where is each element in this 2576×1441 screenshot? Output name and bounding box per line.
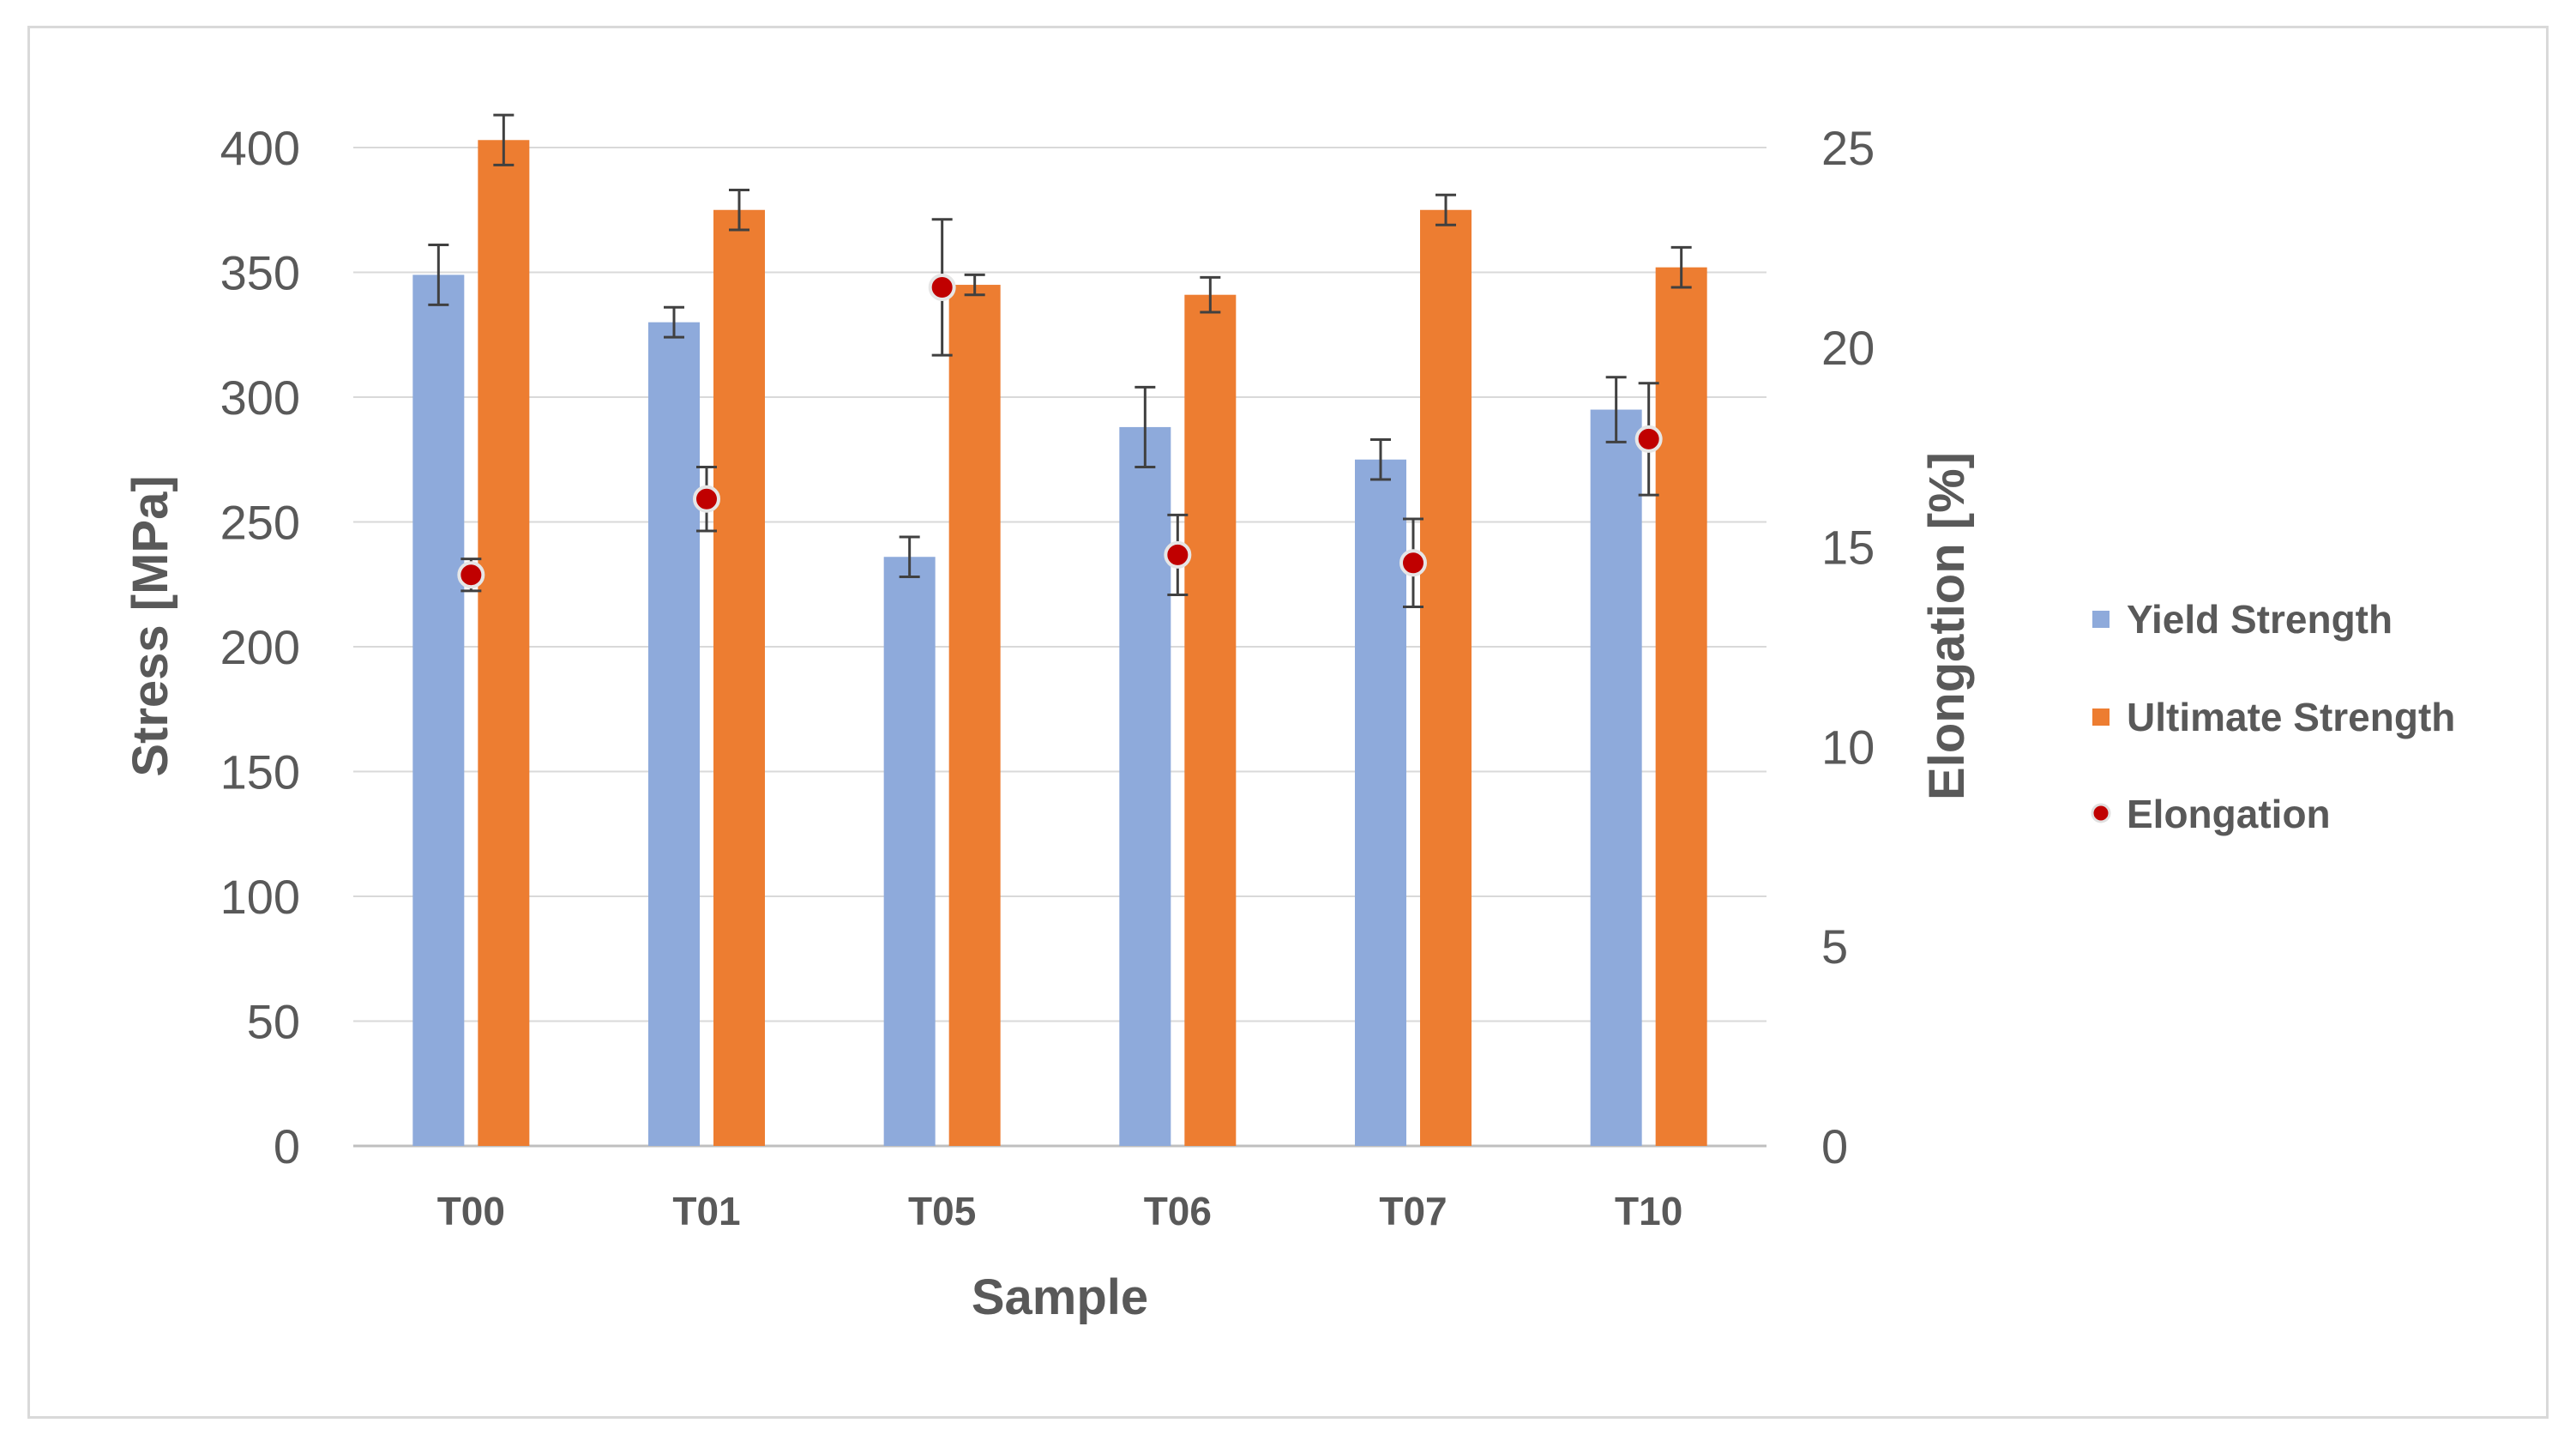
ultimate-strength-bar <box>948 285 1001 1146</box>
y-tick-label: 50 <box>247 995 300 1049</box>
legend-label-elongation: Elongation <box>2127 792 2331 836</box>
y-tick-label: 400 <box>220 121 300 175</box>
elongation-point <box>1634 425 1663 453</box>
legend-swatch-ultimate-strength <box>2092 708 2110 726</box>
y2-axis-title: Elongation [%] <box>1919 452 1975 800</box>
left-axis-ticks: 0 50 100 150 200 250 300 350 400 <box>220 121 300 1173</box>
y-axis-title: Stress [MPa] <box>123 475 178 776</box>
ultimate-strength-bar <box>713 209 765 1146</box>
y-tick-label: 300 <box>220 371 300 425</box>
ultimate-strength-bar <box>1655 267 1707 1147</box>
y-tick-label: 0 <box>274 1119 300 1173</box>
elongation-point <box>1399 549 1427 577</box>
y-tick-label: 100 <box>220 870 300 924</box>
y-tick-label: 250 <box>220 496 300 550</box>
yield-strength-bar <box>412 274 465 1146</box>
ultimate-strength-bar <box>1420 209 1472 1146</box>
elongation-point <box>928 273 956 301</box>
y2-tick-label: 10 <box>1821 720 1875 774</box>
legend-label-ultimate-strength: Ultimate Strength <box>2127 695 2455 739</box>
legend: Yield Strength Ultimate Strength Elongat… <box>2091 597 2455 836</box>
x-tick-label: T05 <box>908 1189 976 1233</box>
x-tick-label: T06 <box>1144 1189 1212 1233</box>
x-tick-label: T00 <box>437 1189 505 1233</box>
y2-tick-label: 25 <box>1821 121 1875 175</box>
x-axis-ticks: T00 T01 T05 T06 T07 T10 <box>437 1189 1683 1233</box>
yield-strength-bar <box>1355 459 1406 1146</box>
right-axis-ticks: 0 5 10 15 20 25 <box>1821 121 1875 1173</box>
elongation-point <box>457 561 485 589</box>
x-axis-title: Sample <box>972 1269 1148 1325</box>
legend-label-yield-strength: Yield Strength <box>2127 597 2392 642</box>
yield-strength-bar <box>648 322 700 1146</box>
y2-tick-label: 20 <box>1821 321 1875 375</box>
yield-strength-bar <box>1119 426 1171 1146</box>
x-tick-label: T10 <box>1615 1189 1682 1233</box>
x-tick-label: T07 <box>1379 1189 1447 1233</box>
bars <box>412 140 1707 1147</box>
legend-swatch-yield-strength <box>2092 611 2110 628</box>
y2-tick-label: 15 <box>1821 521 1875 575</box>
gridlines <box>353 147 1766 1148</box>
elongation-points <box>457 273 1663 589</box>
ultimate-strength-bar <box>478 140 530 1146</box>
legend-marker-elongation <box>2091 803 2111 823</box>
ultimate-strength-bar <box>1184 294 1237 1146</box>
yield-strength-bar <box>883 557 936 1146</box>
error-bars <box>428 113 1692 608</box>
y2-tick-label: 5 <box>1821 919 1848 974</box>
elongation-point <box>693 485 720 513</box>
elongation-point <box>1164 540 1192 569</box>
y2-tick-label: 0 <box>1821 1119 1848 1173</box>
y-tick-label: 150 <box>220 745 300 799</box>
yield-strength-bar <box>1590 409 1642 1146</box>
y-tick-label: 200 <box>220 620 300 674</box>
y-tick-label: 350 <box>220 246 300 300</box>
x-tick-label: T01 <box>672 1189 740 1233</box>
